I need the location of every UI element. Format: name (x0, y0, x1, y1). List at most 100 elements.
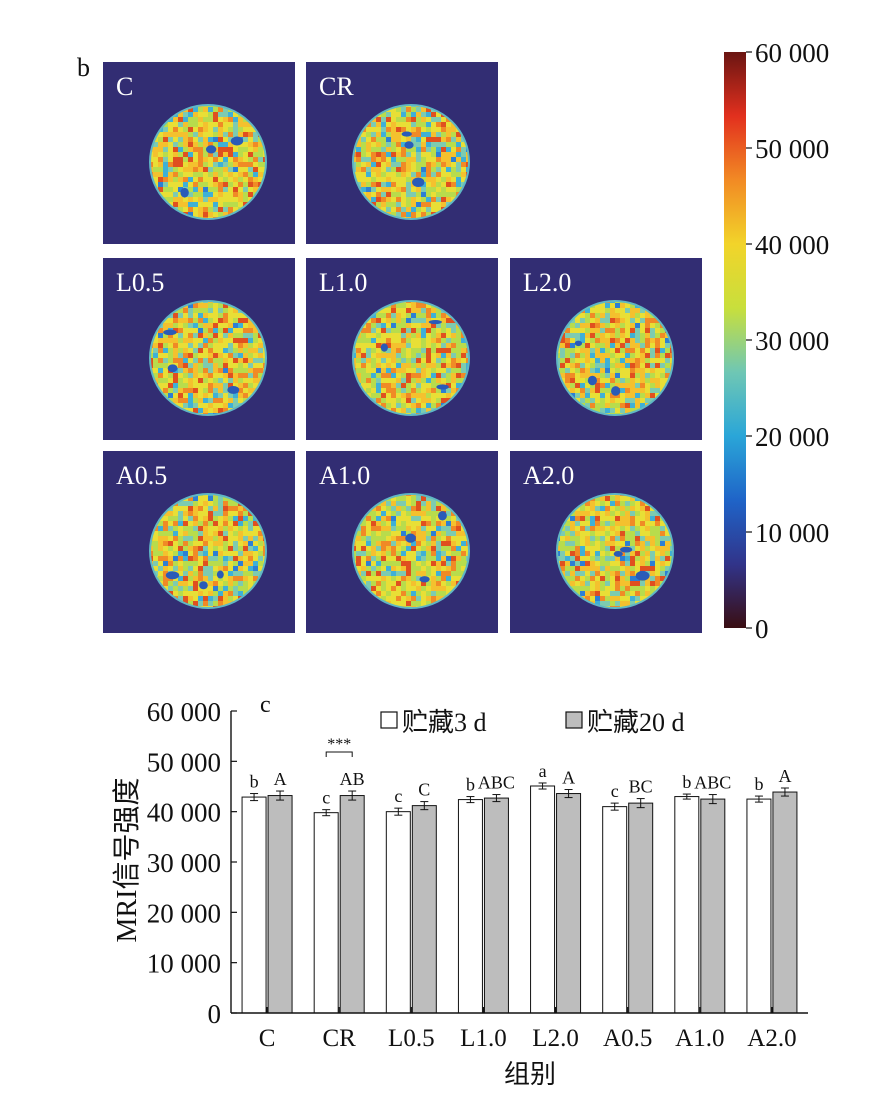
mri-voxel (426, 192, 431, 197)
mri-voxel (183, 551, 188, 556)
mri-voxel (396, 586, 401, 591)
mri-voxel (575, 576, 580, 581)
mri-voxel (188, 561, 193, 566)
mri-voxel (451, 541, 456, 546)
mri-voxel (416, 323, 421, 328)
mri-voxel (391, 506, 396, 511)
mri-voxel (446, 132, 451, 137)
mri-voxel (426, 501, 431, 506)
mri-voxel (238, 328, 243, 333)
mri-voxel (238, 182, 243, 187)
mri-voxel (173, 551, 178, 556)
mri-voxel (451, 192, 456, 197)
mri-voxel (361, 343, 366, 348)
mri-voxel (158, 378, 163, 383)
mri-voxel (655, 323, 660, 328)
mri-voxel (386, 197, 391, 202)
mri-voxel (213, 132, 218, 137)
mri-voxel (356, 373, 361, 378)
mri-voxel (600, 393, 605, 398)
mri-voxel (188, 132, 193, 137)
mri-voxel (366, 137, 371, 142)
mri-voxel (218, 551, 223, 556)
mri-voxel (650, 536, 655, 541)
mri-voxel (416, 601, 421, 606)
mri-voxel (650, 393, 655, 398)
mri-voxel (650, 571, 655, 576)
mri-voxel (361, 561, 366, 566)
mri-voxel (173, 506, 178, 511)
mri-dark-spot (199, 581, 208, 590)
mri-voxel (640, 581, 645, 586)
mri-voxel (376, 187, 381, 192)
mri-voxel (163, 571, 168, 576)
mri-voxel (585, 398, 590, 403)
mri-voxel (353, 157, 356, 162)
mri-voxel (416, 152, 421, 157)
mri-voxel (248, 182, 253, 187)
mri-voxel (361, 551, 366, 556)
mri-voxel (421, 137, 426, 142)
mri-voxel (650, 333, 655, 338)
mri-voxel (198, 506, 203, 511)
mri-voxel (248, 132, 253, 137)
mri-voxel (263, 162, 266, 167)
mri-dark-spot (635, 570, 650, 581)
mri-voxel (391, 571, 396, 576)
mri-voxel (655, 571, 660, 576)
mri-voxel (446, 167, 451, 172)
mri-voxel (565, 363, 570, 368)
mri-voxel (238, 338, 243, 343)
mri-voxel (381, 147, 386, 152)
mri-voxel (456, 328, 461, 333)
mri-voxel (600, 576, 605, 581)
mri-voxel (595, 353, 600, 358)
mri-voxel (208, 338, 213, 343)
mri-voxel (228, 521, 233, 526)
mri-voxel (183, 531, 188, 536)
mri-voxel (376, 147, 381, 152)
mri-voxel (411, 551, 416, 556)
mri-voxel (218, 531, 223, 536)
mri-voxel (386, 187, 391, 192)
mri-voxel (431, 313, 436, 318)
mri-voxel (406, 202, 411, 207)
mri-voxel (610, 596, 615, 601)
mri-voxel (153, 157, 158, 162)
mri-voxel (590, 393, 595, 398)
mri-voxel (635, 526, 640, 531)
mri-voxel (208, 137, 213, 142)
mri-voxel (396, 398, 401, 403)
mri-voxel (655, 388, 660, 393)
mri-voxel (208, 398, 213, 403)
mri-voxel (411, 501, 416, 506)
mri-voxel (575, 318, 580, 323)
mri-voxel (456, 541, 461, 546)
mri-voxel (361, 348, 366, 353)
mri-voxel (575, 358, 580, 363)
mri-voxel (356, 348, 361, 353)
mri-voxel (198, 202, 203, 207)
mri-voxel (223, 526, 228, 531)
mri-voxel (173, 132, 178, 137)
mri-voxel (203, 601, 208, 606)
mri-voxel (406, 501, 411, 506)
mri-voxel (590, 591, 595, 596)
mri-voxel (223, 212, 228, 217)
mri-voxel (153, 561, 158, 566)
mri-voxel (411, 363, 416, 368)
mri-voxel (590, 521, 595, 526)
mri-voxel (426, 127, 431, 132)
mri-voxel (208, 112, 213, 117)
mri-voxel (193, 408, 198, 413)
mri-voxel (158, 546, 163, 551)
mri-voxel (218, 147, 223, 152)
mri-voxel (263, 152, 266, 157)
mri-voxel (356, 177, 361, 182)
mri-voxel (213, 137, 218, 142)
mri-voxel (456, 556, 461, 561)
mri-voxel (381, 571, 386, 576)
mri-voxel (168, 318, 173, 323)
mri-voxel (590, 586, 595, 591)
mri-voxel (183, 388, 188, 393)
